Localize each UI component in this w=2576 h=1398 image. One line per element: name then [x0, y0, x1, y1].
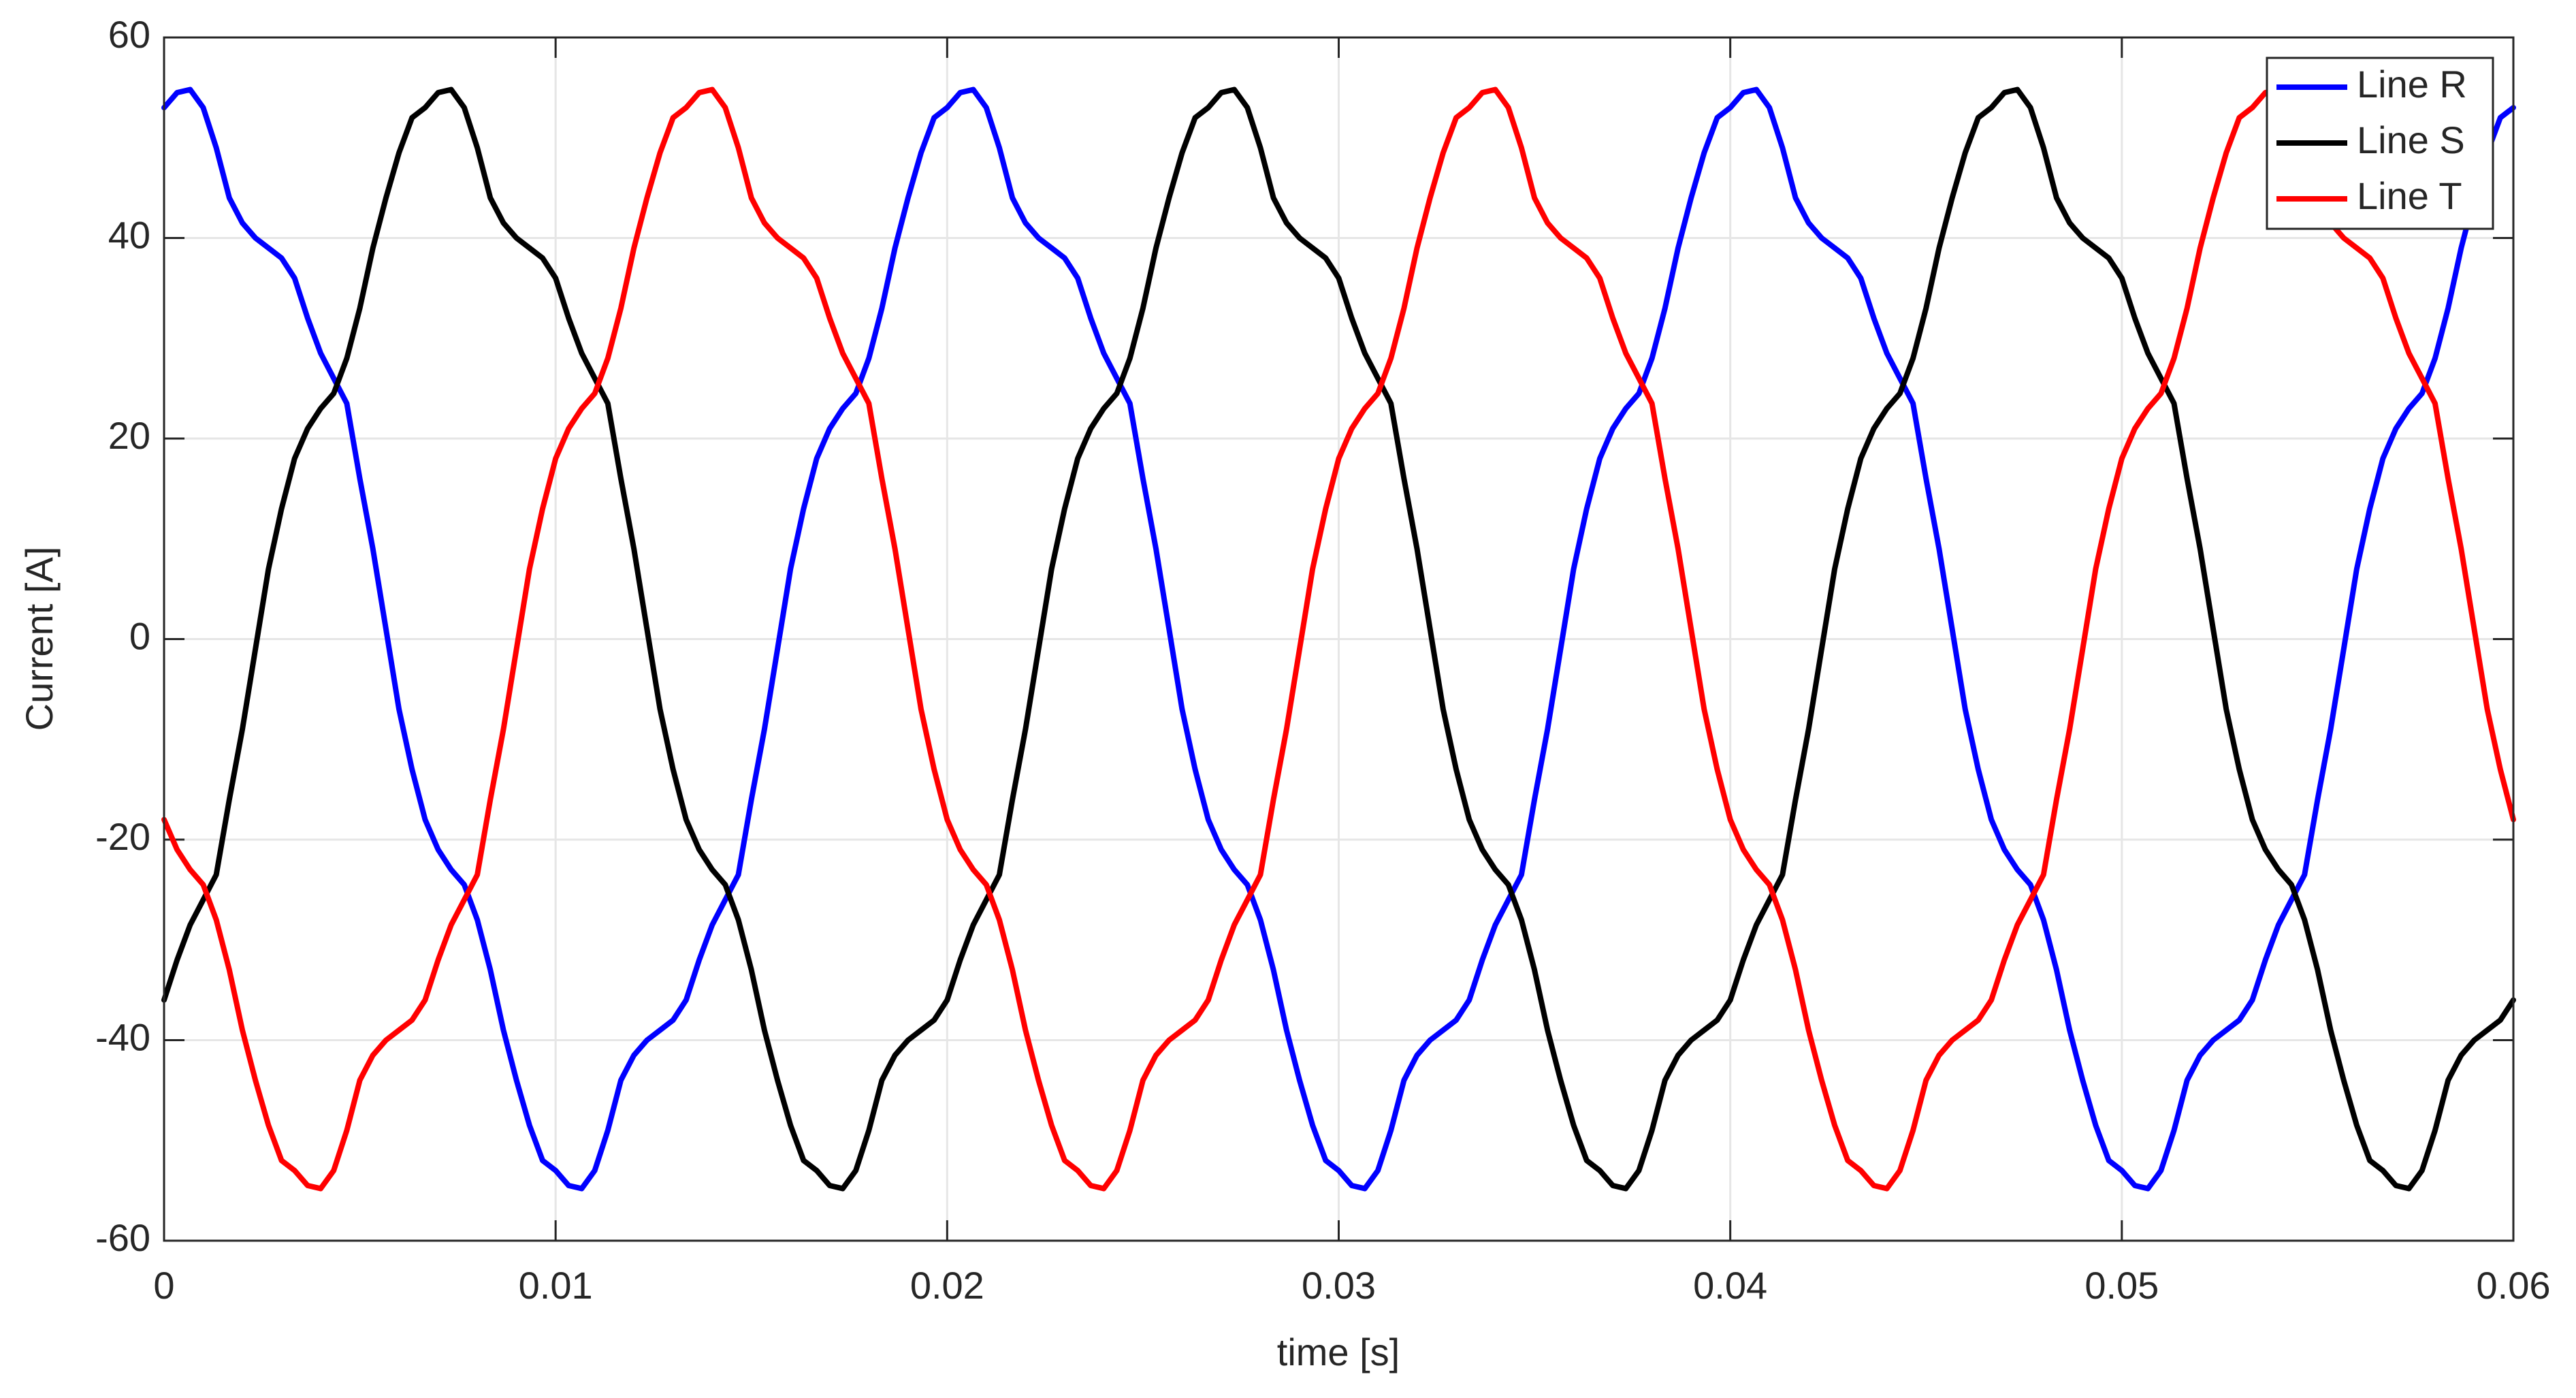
x-tick-label: 0.02 [910, 1264, 984, 1307]
x-axis-label: time [s] [1277, 1331, 1400, 1373]
x-tick-label: 0.05 [2084, 1264, 2159, 1307]
legend-label: Line T [2357, 174, 2462, 217]
y-tick-label: 0 [129, 614, 150, 657]
legend: Line R Line S Line T [2266, 57, 2494, 230]
y-tick-label: -20 [95, 815, 150, 858]
y-tick-label: 60 [108, 13, 150, 56]
x-tick-label: 0 [153, 1264, 174, 1307]
y-tick-label: -60 [95, 1216, 150, 1259]
y-tick-label: 20 [108, 414, 150, 457]
x-tick-label: 0.04 [1693, 1264, 1767, 1307]
x-tick-label: 0.03 [1302, 1264, 1376, 1307]
y-tick-label: -40 [95, 1015, 150, 1058]
series-line [161, 86, 2516, 1192]
x-tick-label: 0.01 [519, 1264, 593, 1307]
y-axis-label: Current [A] [18, 547, 61, 731]
series-line [161, 86, 2516, 1192]
series-line [161, 86, 2516, 1192]
x-tick-label: 0.06 [2477, 1264, 2551, 1307]
axes-box [163, 36, 2515, 1242]
y-tick-label: 40 [108, 213, 150, 256]
legend-label: Line S [2357, 118, 2465, 161]
legend-label: Line R [2357, 63, 2467, 106]
